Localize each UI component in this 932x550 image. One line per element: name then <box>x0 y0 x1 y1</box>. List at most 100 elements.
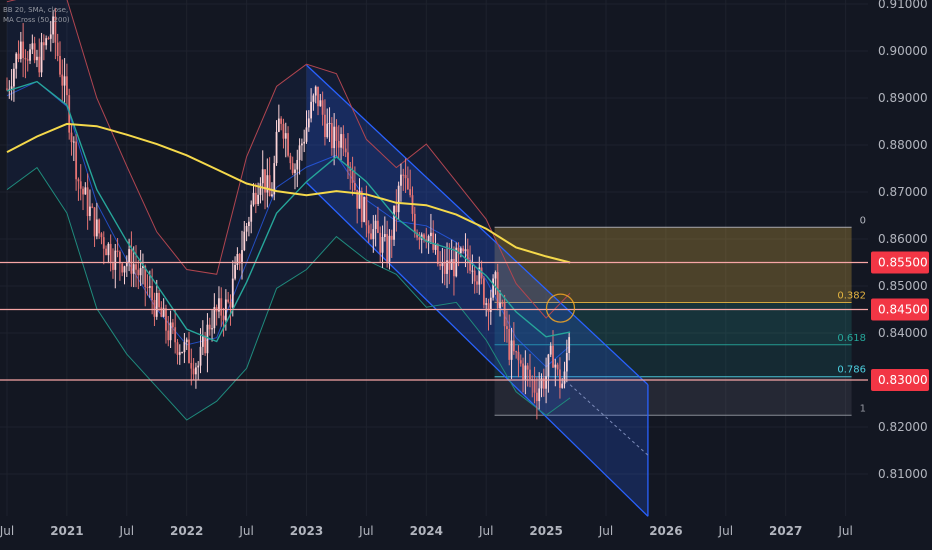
price-axis[interactable]: 0.81000 0.82000 0.84000 0.85000 0.86000 0.870… <box>878 0 928 481</box>
candle-body <box>102 237 105 249</box>
candle-body <box>167 330 170 341</box>
candle-body <box>506 326 508 329</box>
candle-body <box>330 123 333 149</box>
candle-body <box>381 236 384 253</box>
candle-body <box>10 86 13 89</box>
candle-body <box>271 194 273 197</box>
candle-body <box>289 155 292 164</box>
candle-body <box>397 185 400 213</box>
candle-body <box>229 301 232 308</box>
candle-body <box>236 254 239 266</box>
candle-body <box>494 272 497 279</box>
candle-body <box>61 74 64 86</box>
bollinger-bands <box>6 0 571 421</box>
candle-body <box>413 213 416 233</box>
candle-body <box>183 342 186 353</box>
candle-body <box>358 191 361 209</box>
candle-body <box>427 236 430 242</box>
candle-body <box>545 376 547 389</box>
candle-body <box>211 328 213 330</box>
candle-body <box>155 292 158 317</box>
candle-body <box>105 248 107 256</box>
candle-body <box>305 127 308 142</box>
candle-body <box>266 175 269 193</box>
candle-body <box>473 270 476 282</box>
candle-body <box>243 231 246 251</box>
candle-body <box>344 148 347 153</box>
candle-body <box>15 53 18 69</box>
fib-zone <box>494 376 852 416</box>
candle-body <box>568 337 571 354</box>
price-tick-label: 0.82000 <box>878 420 928 434</box>
candle-body <box>390 235 393 240</box>
time-tick-label: 2021 <box>50 524 83 538</box>
candle-body <box>374 220 377 230</box>
fibonacci-retracement[interactable]: 0 0.382 0.618 0.786 1 <box>494 215 866 416</box>
candle-body <box>238 254 241 264</box>
candle-body <box>116 250 119 252</box>
candle-body <box>252 192 255 205</box>
time-axis[interactable]: Jul 2021 Jul 2022 Jul 2023 Jul 2024 Jul 2025 Jul 20… <box>0 524 853 538</box>
candle-body <box>432 232 435 250</box>
candle-body <box>204 336 207 354</box>
candle-body <box>45 38 48 46</box>
candle-body <box>181 352 183 354</box>
candle-body <box>540 378 543 389</box>
candle-body <box>56 42 59 57</box>
candle-body <box>123 266 126 273</box>
candle-body <box>95 219 98 237</box>
candle-body <box>70 132 73 143</box>
fib-zone <box>494 227 852 303</box>
candle-body <box>393 205 395 240</box>
candle-body <box>42 42 45 46</box>
candle-body <box>153 300 156 317</box>
candle-body <box>400 174 402 186</box>
price-tick-label: 0.90000 <box>878 44 928 58</box>
candle-body <box>280 118 283 124</box>
time-tick-label: 2023 <box>290 524 323 538</box>
candle-body <box>556 364 559 370</box>
moving-averages <box>6 80 571 343</box>
candle-body <box>443 262 446 274</box>
candle-body <box>478 267 481 285</box>
candle-body <box>171 322 174 328</box>
time-tick-label: 2025 <box>529 524 562 538</box>
candle-body <box>222 315 225 321</box>
candle-body <box>430 232 432 237</box>
candle-body <box>36 56 38 61</box>
candle-body <box>457 247 460 254</box>
fib-label: 0.786 <box>837 365 866 376</box>
candle-body <box>190 362 193 369</box>
candle-body <box>317 86 319 107</box>
candle-body <box>485 303 488 305</box>
candle-body <box>19 41 22 60</box>
candle-body <box>300 143 303 146</box>
candle-body <box>59 56 61 75</box>
candle-body <box>47 38 50 40</box>
candle-body <box>132 264 135 274</box>
horizontal-levels[interactable]: 0.85500 0.84500 0.83000 <box>0 251 929 392</box>
candle-body <box>462 248 465 252</box>
candle-body <box>275 131 278 164</box>
candle-body <box>89 206 91 217</box>
candle-body <box>324 114 326 137</box>
candle-body <box>529 369 531 379</box>
price-tick-label: 0.91000 <box>878 0 928 11</box>
candle-body <box>257 194 260 205</box>
candle-body <box>409 189 412 196</box>
candle-body <box>487 303 490 312</box>
candle-body <box>93 207 96 237</box>
candle-body <box>26 59 29 61</box>
candle-body <box>144 266 147 288</box>
candle-body <box>250 204 253 222</box>
candle-body <box>241 250 243 264</box>
candle-body <box>17 53 20 60</box>
candle-body <box>395 205 398 213</box>
candle-body <box>169 322 172 341</box>
candle-body <box>439 264 442 267</box>
candle-body <box>406 178 409 190</box>
candle-body <box>139 268 142 276</box>
candle-body <box>510 340 513 360</box>
